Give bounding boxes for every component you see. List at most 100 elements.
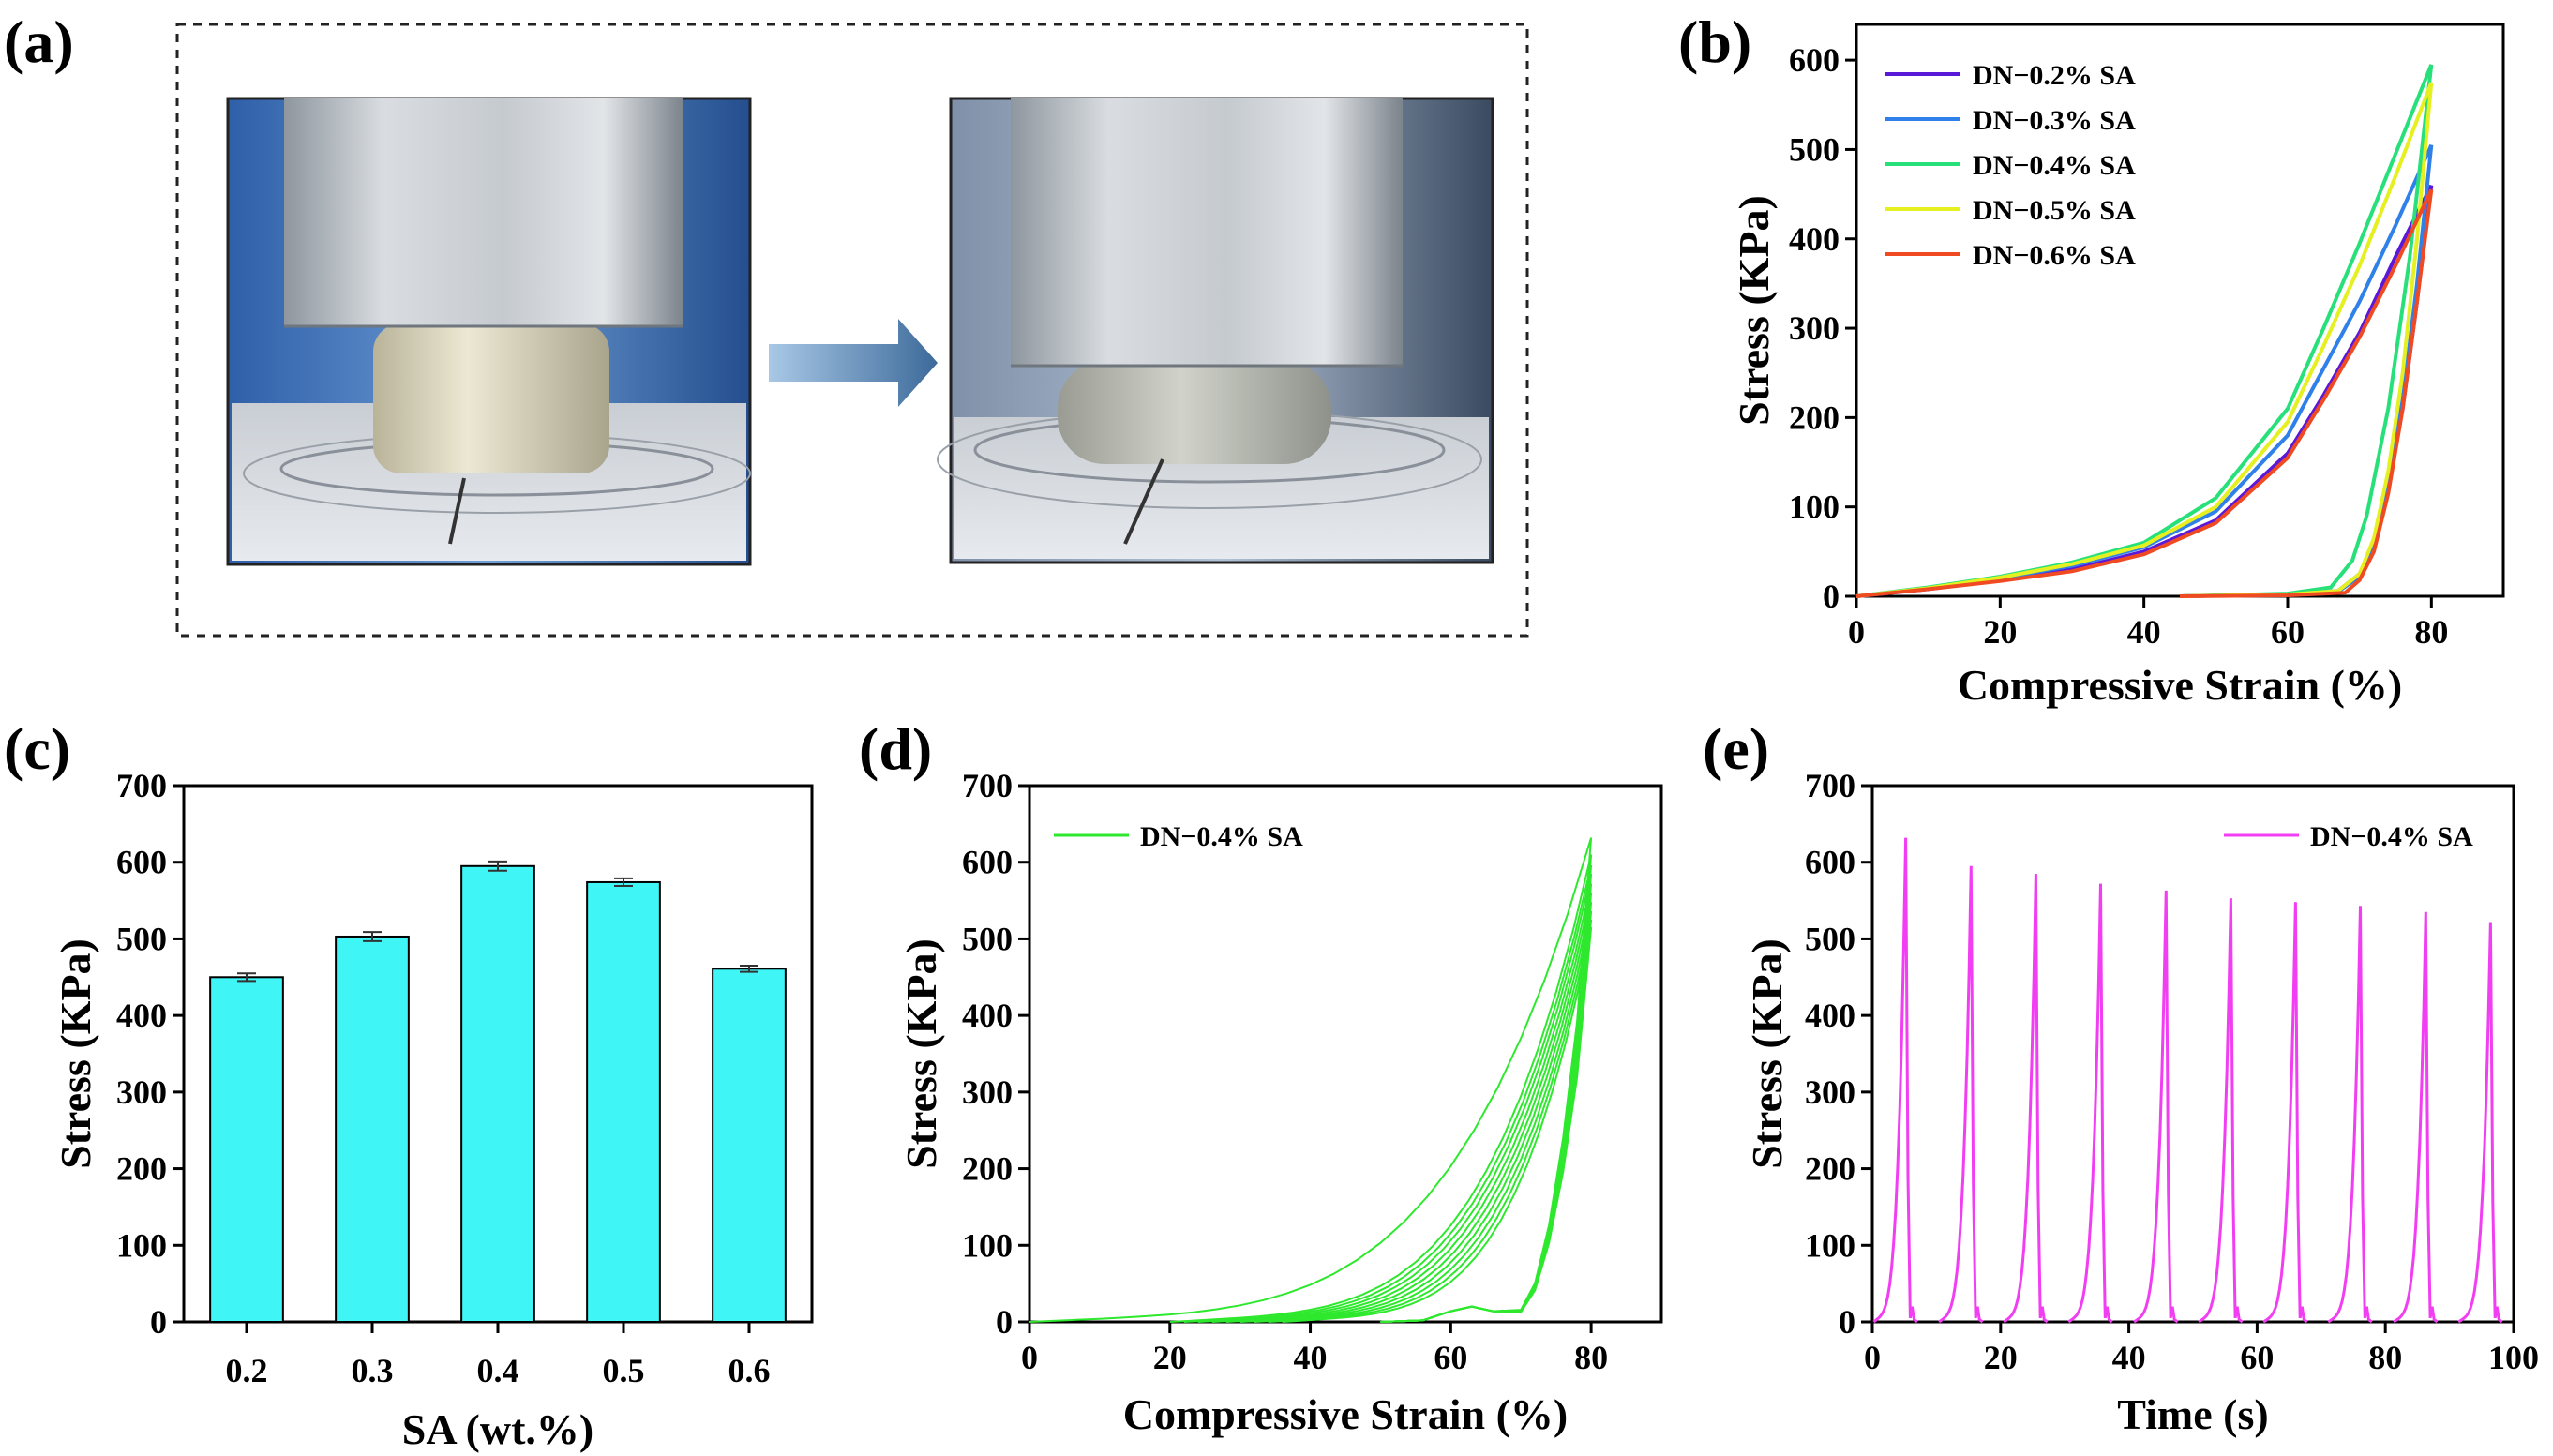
y-tick-label: 700 <box>962 767 1013 804</box>
panel-label-d: (d) <box>859 715 932 782</box>
x-tick-label: 0.3 <box>352 1352 394 1389</box>
x-tick-label: 60 <box>2240 1339 2274 1376</box>
y-tick-label: 400 <box>962 997 1013 1034</box>
panel-label-c: (c) <box>4 715 70 782</box>
bar-0.3 <box>335 935 410 1324</box>
y-tick-label: 100 <box>116 1226 167 1264</box>
y-tick-label: 600 <box>1789 41 1840 79</box>
y-tick-label: 700 <box>116 767 167 804</box>
x-tick-label: 0.5 <box>603 1352 645 1389</box>
bar-0.4 <box>460 864 535 1323</box>
x-tick-label: 20 <box>1984 1339 2018 1376</box>
plot-frame-d <box>1028 784 1663 1324</box>
legend-e: DN−0.4% SA <box>2224 821 2473 852</box>
cycle-peak-0 <box>1872 837 1918 1324</box>
legend-label-b-4: DN−0.6% SA <box>1973 240 2136 271</box>
x-tick-label: 20 <box>1153 1339 1187 1376</box>
x-tick-label: 80 <box>1574 1339 1608 1376</box>
y-tick-label: 600 <box>116 844 167 881</box>
legend-d: DN−0.4% SA <box>1054 821 1303 852</box>
x-tick-label: 20 <box>1983 613 2017 651</box>
y-tick-label: 500 <box>1789 130 1840 168</box>
x-tick-label: 40 <box>2112 1339 2146 1376</box>
bar-0.5 <box>586 880 661 1324</box>
y-tick-label: 100 <box>962 1226 1013 1264</box>
plot-frame-b <box>1855 23 2505 598</box>
y-tick-label: 500 <box>1805 920 1855 957</box>
y-tick-label: 0 <box>1823 578 1840 615</box>
bar-0.2 <box>209 976 284 1324</box>
y-tick-label: 300 <box>962 1073 1013 1111</box>
y-tick-label: 200 <box>1805 1150 1855 1188</box>
y-tick-label: 300 <box>1789 309 1840 347</box>
cycle-peak-4 <box>2133 890 2179 1324</box>
series-loading-curve-b-4 <box>1855 188 2434 598</box>
series-loading-curve-b-3 <box>1855 82 2434 598</box>
y-tick-label: 0 <box>1839 1303 1855 1341</box>
y-axis-label-e: Stress (KPa) <box>1743 938 1791 1169</box>
panel-d: (d) 0 100 200 300 400 500 600 700 0 20 40 60 80 Comp… <box>859 715 1663 1438</box>
y-tick-label: 100 <box>1805 1226 1855 1264</box>
y-tick-label: 300 <box>116 1073 167 1111</box>
series-unloading-curve-b-4 <box>2179 189 2434 598</box>
y-tick-label: 200 <box>962 1150 1013 1188</box>
x-tick-label: 100 <box>2488 1339 2539 1376</box>
cycle-peak-2 <box>2003 873 2049 1324</box>
y-tick-label: 400 <box>1805 997 1855 1034</box>
arrow-right-icon <box>769 319 938 407</box>
x-axis-label-d: Compressive Strain (%) <box>1123 1390 1568 1438</box>
cycle-peak-3 <box>2067 883 2113 1324</box>
y-tick-label: 0 <box>996 1303 1013 1341</box>
y-tick-label: 200 <box>1789 398 1840 436</box>
x-tick-label: 60 <box>2271 613 2305 651</box>
x-tick-label: 40 <box>2127 613 2161 651</box>
x-tick-label: 0.6 <box>728 1352 771 1389</box>
legend-label-e-0: DN−0.4% SA <box>2310 821 2473 852</box>
y-tick-label: 400 <box>1789 220 1840 258</box>
photo-before-compression <box>226 97 752 566</box>
x-axis-label-e: Time (s) <box>2117 1390 2268 1438</box>
y-tick-label: 500 <box>116 920 167 957</box>
x-tick-label: 40 <box>1294 1339 1328 1376</box>
panel-e: (e) 0 100 200 300 400 500 600 700 0 20 40 60 80 100 T… <box>1703 715 2539 1438</box>
cycle-peak-7 <box>2327 906 2373 1324</box>
y-tick-label: 0 <box>150 1303 167 1341</box>
panel-b: (b) 0 100 200 300 400 500 600 0 20 40 60 80 Compres… <box>1678 8 2505 709</box>
x-axis-label-c: SA (wt.%) <box>402 1405 593 1453</box>
cycle-loading-curve-9 <box>1282 926 1593 1323</box>
cycle-loading-curve-0 <box>1029 837 1593 1323</box>
x-tick-label: 0.2 <box>226 1352 268 1389</box>
legend-label-b-1: DN−0.3% SA <box>1973 105 2136 136</box>
panel-label-b: (b) <box>1678 8 1751 75</box>
panel-label-a: (a) <box>4 8 74 75</box>
panel-c: (c) 0 100 200 300 400 500 600 700 0.2 0.3 0.4 0.5 0.… <box>4 715 814 1453</box>
photo-during-compression <box>937 97 1494 564</box>
y-tick-label: 400 <box>116 997 167 1034</box>
x-tick-label: 80 <box>2414 613 2448 651</box>
legend-label-b-2: DN−0.4% SA <box>1973 150 2136 181</box>
y-tick-label: 700 <box>1805 767 1855 804</box>
cycle-loading-curve-7 <box>1254 910 1593 1323</box>
cycle-unloading-curve-9 <box>1380 927 1593 1323</box>
cycle-peak-8 <box>2393 911 2439 1324</box>
x-tick-label: 0.4 <box>477 1352 519 1389</box>
cycle-peak-9 <box>2457 922 2503 1324</box>
cycle-peak-1 <box>1938 865 1984 1324</box>
cycle-loading-curve-8 <box>1268 919 1593 1323</box>
x-tick-label: 80 <box>2368 1339 2402 1376</box>
cycle-peak-6 <box>2262 902 2308 1324</box>
y-tick-label: 200 <box>116 1150 167 1188</box>
y-tick-label: 600 <box>962 844 1013 881</box>
panel-label-e: (e) <box>1703 715 1769 782</box>
cycle-loading-curve-6 <box>1239 901 1593 1323</box>
x-tick-label: 0 <box>1864 1339 1881 1376</box>
x-tick-label: 0 <box>1021 1339 1038 1376</box>
cycle-peak-5 <box>2198 898 2244 1324</box>
y-axis-label-d: Stress (KPa) <box>897 938 945 1169</box>
legend-label-b-0: DN−0.2% SA <box>1973 60 2136 91</box>
plot-area-b: 0 100 200 300 400 500 600 0 20 40 60 80 <box>1789 41 2448 651</box>
bar-0.6 <box>712 968 787 1323</box>
y-axis-label-b: Stress (KPa) <box>1730 195 1778 426</box>
dashed-frame <box>175 23 1529 638</box>
